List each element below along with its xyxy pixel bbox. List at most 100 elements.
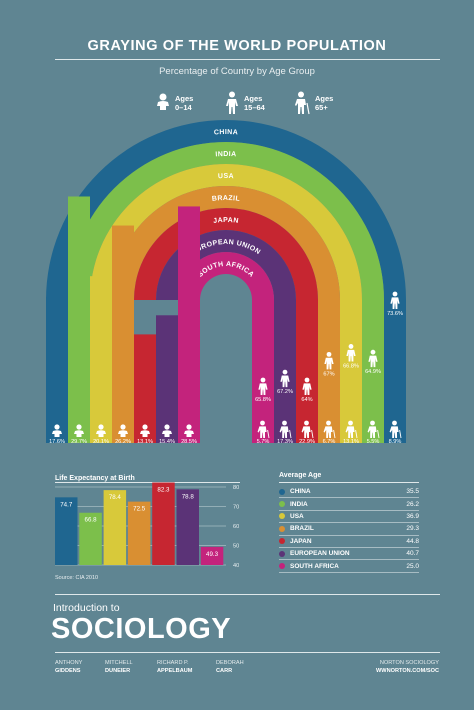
average-age-row: BRAZIL 29.3: [279, 523, 419, 536]
arch-label-china: CHINA: [214, 129, 239, 136]
publisher-name: NORTON SOCIOLOGY: [379, 660, 439, 666]
y-tick-label: 70: [233, 505, 239, 511]
life-value-usa: 78.4: [109, 494, 122, 501]
adult-icon: [324, 351, 334, 370]
youth-value-india: 29.7%: [71, 439, 87, 445]
life-value-china: 74.7: [60, 501, 73, 508]
senior-column-south-africa: [252, 300, 274, 443]
color-dot: [279, 488, 285, 495]
adult-icon: [346, 344, 356, 362]
baby-icon: [118, 424, 128, 437]
senior-value-usa: 13.1%: [343, 439, 359, 445]
youth-bar-south-africa: [178, 206, 200, 443]
book-intro: Introduction to: [53, 602, 120, 614]
adult-value-usa: 66.8%: [343, 363, 359, 369]
author-first: ANTHONY: [55, 660, 83, 666]
life-bar-european-union: [176, 489, 199, 565]
adult-value-japan: 64%: [301, 397, 312, 403]
arch-bands: [46, 120, 406, 300]
youth-bar-brazil: [112, 225, 134, 443]
senior-value-india: 5.5%: [367, 439, 380, 445]
average-age-row: CHINA 35.5: [279, 486, 419, 499]
life-bar-japan: [152, 482, 175, 565]
elder-icon: [279, 420, 292, 439]
arch-band-china: [46, 120, 406, 300]
legend-label-line1: Ages: [315, 94, 334, 103]
adult-icon: [280, 369, 290, 388]
adult-icon: [226, 91, 238, 114]
adult-icon: [368, 349, 378, 368]
life-bar-usa: [103, 490, 127, 565]
color-dot: [279, 525, 285, 532]
elder-icon: [345, 420, 358, 439]
baby-icon: [157, 93, 169, 110]
youth-bar-china: [46, 296, 68, 443]
youth-bars: [46, 196, 200, 443]
average-age-row: JAPAN 44.8: [279, 536, 419, 548]
elder-icon: [295, 91, 310, 115]
author-first: MITCHELL: [105, 660, 133, 666]
youth-value-usa: 20.1%: [93, 439, 109, 445]
average-age-row: EUROPEAN UNION 40.7: [279, 548, 419, 561]
youth-bar-usa: [90, 276, 112, 443]
youth-value-european-union: 15.4%: [159, 439, 175, 445]
life-bar-brazil: [127, 501, 151, 565]
color-dot: [279, 563, 285, 570]
country-name: BRAZIL: [290, 525, 314, 533]
senior-column-india: [362, 300, 384, 443]
baby-icon: [162, 424, 172, 437]
elder-icon: [389, 420, 402, 439]
average-age-value: 40.7: [406, 550, 419, 558]
average-age-value: 44.8: [406, 537, 419, 545]
legend-label-line1: Ages: [244, 94, 263, 103]
youth-bar-gap-japan: [134, 300, 156, 335]
country-name: EUROPEAN UNION: [290, 550, 350, 558]
arch-label-japan: JAPAN: [213, 217, 239, 225]
youth-bar-european-union: [156, 315, 178, 443]
book-title: SOCIOLOGY: [51, 613, 232, 645]
page-subtitle: Percentage of Country by Age Group: [159, 66, 315, 77]
author-last: APPELBAUM: [157, 668, 193, 674]
youth-bar-india: [68, 196, 90, 443]
y-tick-label: 40: [233, 563, 239, 569]
y-tick-label: 60: [233, 524, 239, 530]
elder-icon: [367, 420, 380, 439]
average-age-row: USA 36.9: [279, 511, 419, 524]
legend-label-line2: 65+: [315, 103, 328, 112]
senior-column-brazil: [318, 300, 340, 443]
youth-bar-gap-european-union: [156, 300, 178, 316]
value-labels: 17.6% 8.9% 73.6% 29.7% 5.5% 64.9% 20.1% 13.1% 66…: [49, 311, 403, 445]
elder-icon: [301, 420, 314, 439]
adult-icon: [302, 377, 312, 395]
life-expectancy-bars: 74.7 66.8 78.4 72.5 82.3 78.8 49.3: [55, 482, 224, 565]
y-tick-label: 50: [233, 544, 239, 550]
average-age-value: 35.5: [406, 488, 419, 496]
life-expectancy-rule: [55, 482, 240, 483]
life-value-european-union: 78.8: [182, 493, 195, 500]
adult-value-china: 73.6%: [387, 311, 403, 317]
youth-value-south-africa: 28.5%: [181, 439, 197, 445]
author-first: DEBORAH: [216, 660, 244, 666]
senior-value-brazil: 6.7%: [323, 439, 336, 445]
senior-column-japan: [296, 300, 318, 443]
baby-icon: [140, 424, 150, 437]
country-name: SOUTH AFRICA: [290, 562, 339, 570]
senior-column-china: [384, 300, 406, 443]
average-age-row: SOUTH AFRICA 25.0: [279, 560, 419, 573]
figure-icons: [52, 291, 402, 439]
baby-icon: [184, 424, 194, 437]
senior-column-usa: [340, 300, 362, 443]
publisher-url[interactable]: WWNORTON.COM/SOC: [376, 668, 439, 674]
baby-icon: [74, 424, 84, 437]
life-bar-china: [55, 497, 78, 565]
brand-divider: [55, 652, 440, 653]
arch-band-usa: [90, 164, 362, 300]
arch-band-india: [68, 142, 384, 300]
average-age-rule: [279, 482, 419, 483]
baby-icon: [96, 424, 106, 437]
life-value-india: 66.8: [85, 517, 98, 524]
footer-divider: [55, 594, 440, 595]
legend-label-line2: 0–14: [175, 103, 192, 112]
country-name: USA: [290, 512, 304, 520]
senior-bars: [252, 300, 406, 443]
